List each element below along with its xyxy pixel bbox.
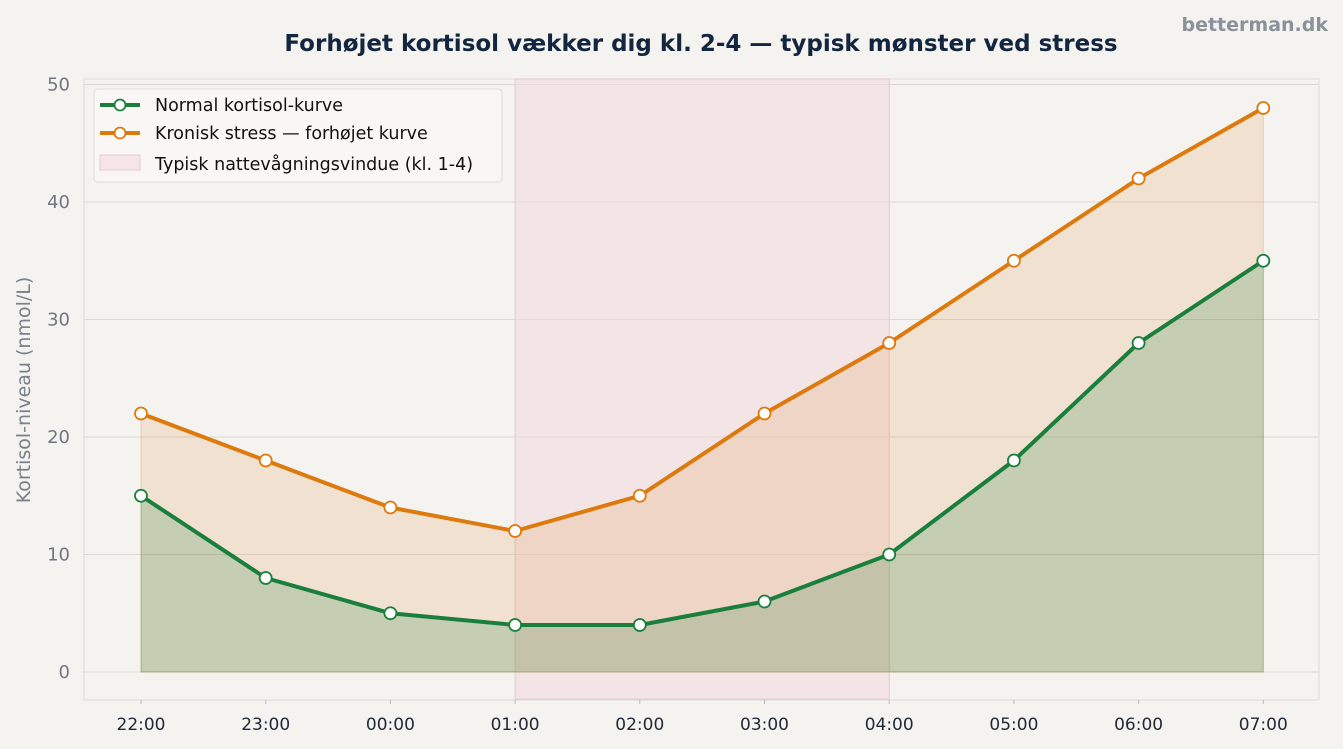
- y-tick-label: 30: [47, 310, 70, 331]
- highlight-layer: [514, 78, 890, 700]
- x-tick-label: 00:00: [366, 715, 415, 735]
- point-normal: [1007, 453, 1021, 468]
- point-stress: [882, 336, 897, 350]
- legend-box: [93, 88, 503, 183]
- legend: Normal kortisol-kurve Kronisk stress — f…: [93, 88, 503, 183]
- x-tick-label: 07:00: [1239, 715, 1288, 735]
- point-normal: [757, 594, 772, 609]
- watermark: betterman.dk: [1181, 14, 1328, 36]
- x-tick-label: 04:00: [865, 715, 914, 735]
- line-normal: [139, 258, 1266, 627]
- line-layer: [139, 106, 1266, 627]
- x-tick-labels: 22:00 23:00 00:00 01:00 02:00 03:00 04:00 05:00…: [117, 700, 1288, 735]
- y-tick-labels: 0 10 20 30 40 50: [47, 75, 70, 684]
- point-stress: [134, 406, 148, 421]
- point-normal: [383, 606, 398, 621]
- point-stress: [1256, 101, 1271, 115]
- y-tick-label: 20: [47, 427, 70, 448]
- x-tick-label: 01:00: [491, 715, 540, 735]
- legend-item-window: Typisk nattevågningsvindue (kl. 1-4): [99, 154, 473, 175]
- highlight-band: [514, 78, 890, 700]
- chart-title: Forhøjet kortisol vækker dig kl. 2-4 — t…: [284, 31, 1117, 57]
- point-stress: [258, 453, 273, 468]
- point-normal: [882, 547, 897, 562]
- y-tick-label: 40: [47, 192, 70, 213]
- y-tick-label: 0: [59, 662, 70, 683]
- point-stress: [508, 524, 522, 538]
- x-tick-label: 23:00: [241, 715, 290, 735]
- x-tick-label: 22:00: [117, 715, 166, 735]
- y-tick-label: 10: [47, 545, 70, 566]
- y-axis-label: Kortisol-niveau (nmol/L): [13, 277, 35, 504]
- x-tick-label: 05:00: [989, 715, 1038, 735]
- point-stress: [383, 500, 398, 515]
- legend-marker-normal: [113, 98, 127, 112]
- point-normal: [134, 488, 148, 503]
- point-stress: [1007, 253, 1021, 268]
- marker-layer: [134, 101, 1271, 632]
- legend-item-stress: Kronisk stress — forhøjet kurve: [100, 124, 428, 144]
- point-normal: [258, 571, 273, 585]
- legend-label-normal: Normal kortisol-kurve: [155, 96, 343, 116]
- point-normal: [1256, 253, 1271, 268]
- x-tick-label: 06:00: [1114, 715, 1163, 735]
- x-tick-label: 02:00: [615, 715, 664, 735]
- point-stress: [632, 488, 647, 503]
- line-stress: [139, 106, 1266, 533]
- legend-label-stress: Kronisk stress — forhøjet kurve: [155, 124, 428, 144]
- legend-band-swatch: [99, 154, 141, 171]
- point-normal: [508, 618, 522, 632]
- y-tick-label: 50: [47, 75, 70, 96]
- point-stress: [757, 406, 772, 421]
- legend-item-normal: Normal kortisol-kurve: [100, 96, 343, 116]
- x-tick-label: 03:00: [740, 715, 789, 735]
- point-normal: [1131, 336, 1146, 350]
- plot-area: [83, 78, 1320, 701]
- point-stress: [1131, 171, 1146, 186]
- legend-marker-stress: [113, 126, 127, 140]
- legend-label-window: Typisk nattevågningsvindue (kl. 1-4): [154, 154, 473, 175]
- point-normal: [632, 618, 647, 632]
